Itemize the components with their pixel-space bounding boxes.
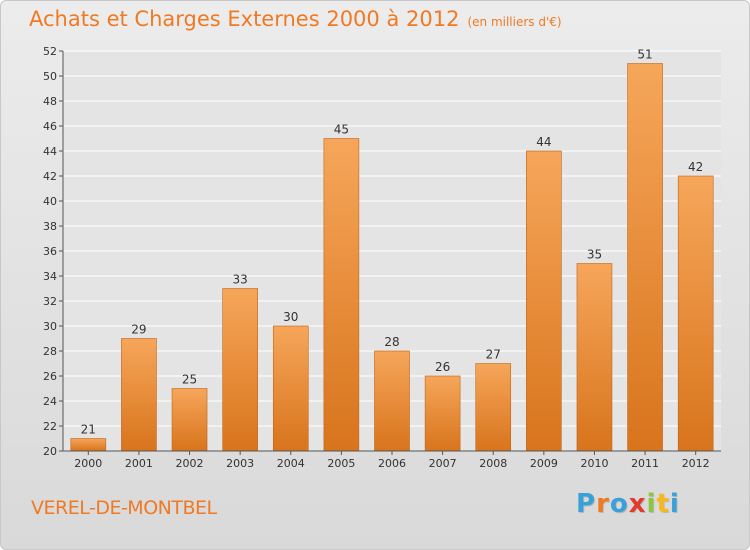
value-label-2000: 21 bbox=[81, 423, 96, 437]
value-label-2010: 35 bbox=[587, 248, 602, 262]
x-tick-label-2008: 2008 bbox=[479, 457, 507, 470]
commune-name: VEREL-DE-MONTBEL bbox=[31, 497, 217, 519]
x-tick-label-2006: 2006 bbox=[378, 457, 406, 470]
x-tick-label-2005: 2005 bbox=[327, 457, 355, 470]
x-tick-label-2003: 2003 bbox=[226, 457, 254, 470]
bar-2008 bbox=[475, 363, 512, 452]
y-tick-label-52: 52 bbox=[43, 45, 57, 58]
y-tick-label-36: 36 bbox=[43, 245, 57, 258]
x-tick-label-2007: 2007 bbox=[429, 457, 457, 470]
y-tick-label-42: 42 bbox=[43, 170, 57, 183]
y-tick-label-34: 34 bbox=[43, 270, 57, 283]
value-label-2012: 42 bbox=[688, 160, 703, 174]
value-label-2005: 45 bbox=[334, 123, 349, 137]
x-tick-label-2011: 2011 bbox=[631, 457, 659, 470]
x-tick-label-2012: 2012 bbox=[682, 457, 710, 470]
axes bbox=[62, 51, 721, 452]
value-label-2006: 28 bbox=[384, 335, 399, 349]
proxiti-logo: Proxiti bbox=[576, 489, 696, 525]
value-label-2008: 27 bbox=[486, 348, 501, 362]
y-axis-ticks: 20 22 24 26 28 30 32 34 36 38 40 42 44 46 48 50 52 bbox=[43, 45, 63, 458]
y-tick-label-50: 50 bbox=[43, 70, 57, 83]
y-tick-label-24: 24 bbox=[43, 395, 57, 408]
bar-2006 bbox=[374, 350, 410, 452]
x-tick-label-2001: 2001 bbox=[125, 457, 153, 470]
logo-letter: t bbox=[656, 489, 670, 519]
y-tick-label-46: 46 bbox=[43, 120, 57, 133]
value-labels: 21 29 25 33 30 45 28 26 27 44 35 51 42 bbox=[81, 48, 704, 437]
y-tick-label-38: 38 bbox=[43, 220, 57, 233]
logo-letter: o bbox=[609, 489, 629, 519]
bar-2003 bbox=[222, 288, 258, 452]
y-tick-label-40: 40 bbox=[43, 195, 57, 208]
bars bbox=[70, 63, 714, 452]
value-label-2001: 29 bbox=[131, 323, 146, 337]
chart-title: Achats et Charges Externes 2000 à 2012 (e… bbox=[29, 7, 562, 31]
y-tick-label-44: 44 bbox=[43, 145, 57, 158]
bar-2002 bbox=[171, 388, 208, 452]
x-tick-label-2009: 2009 bbox=[530, 457, 558, 470]
value-label-2002: 25 bbox=[182, 373, 197, 387]
bar-2009 bbox=[526, 150, 562, 452]
x-tick-label-2010: 2010 bbox=[580, 457, 608, 470]
y-tick-label-20: 20 bbox=[43, 445, 57, 458]
logo-letter: P bbox=[576, 489, 597, 519]
x-tick-label-2000: 2000 bbox=[74, 457, 102, 470]
value-label-2011: 51 bbox=[637, 48, 652, 62]
y-tick-label-22: 22 bbox=[43, 420, 57, 433]
x-axis-ticks: 2000 2001 2002 2003 2004 2005 2006 2007 2008 2009… bbox=[74, 451, 710, 470]
value-label-2009: 44 bbox=[536, 135, 551, 149]
y-tick-label-28: 28 bbox=[43, 345, 57, 358]
bar-2004 bbox=[272, 325, 309, 452]
y-tick-label-26: 26 bbox=[43, 370, 57, 383]
logo-letter: r bbox=[596, 489, 610, 519]
logo-letter: i bbox=[669, 489, 680, 519]
value-label-2004: 30 bbox=[283, 310, 298, 324]
bar-2001 bbox=[121, 338, 157, 452]
x-tick-label-2002: 2002 bbox=[176, 457, 204, 470]
value-label-2007: 26 bbox=[435, 360, 450, 374]
bar-2007 bbox=[424, 375, 461, 452]
bar-2000 bbox=[70, 438, 107, 452]
bar-2010 bbox=[576, 263, 613, 452]
x-tick-label-2004: 2004 bbox=[277, 457, 305, 470]
bar-2011 bbox=[627, 63, 663, 452]
chart-title-text: Achats et Charges Externes 2000 à 2012 bbox=[29, 7, 460, 31]
logo-letter: i bbox=[646, 489, 657, 519]
y-tick-label-48: 48 bbox=[43, 95, 57, 108]
chart-unit: (en milliers d'€) bbox=[467, 15, 562, 29]
y-tick-label-32: 32 bbox=[43, 295, 57, 308]
bar-2005 bbox=[323, 138, 360, 452]
y-tick-label-30: 30 bbox=[43, 320, 57, 333]
value-label-2003: 33 bbox=[233, 273, 248, 287]
logo-letter: x bbox=[628, 489, 647, 519]
bar-2012 bbox=[677, 175, 714, 452]
